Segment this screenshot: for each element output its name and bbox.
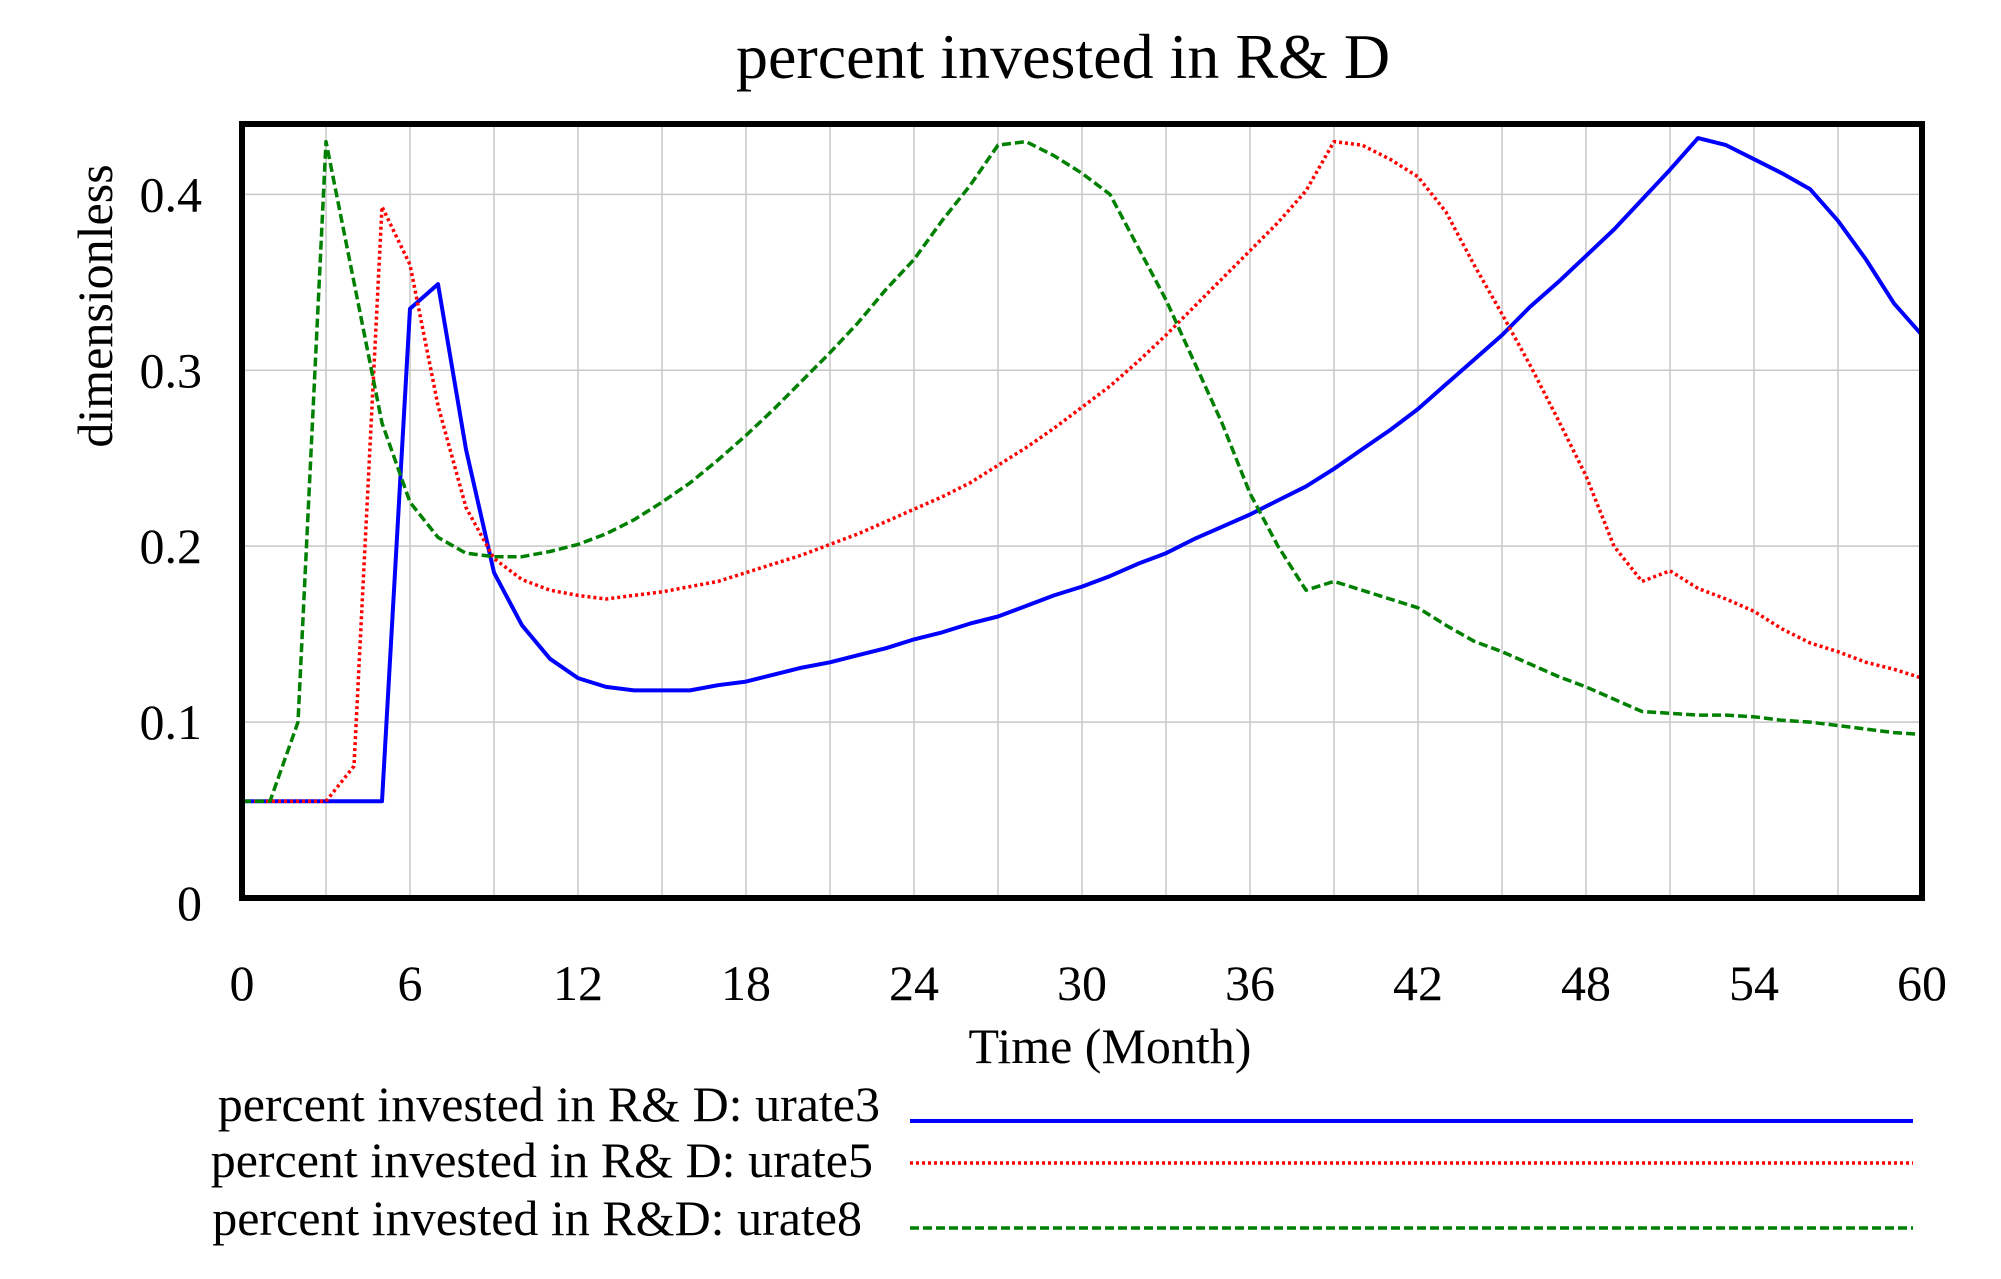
series-line-3 — [242, 139, 1923, 804]
grid — [242, 124, 1922, 898]
legend: percent invested in R& D: urate3percent … — [211, 1076, 1913, 1246]
y-tick-label: 0.2 — [140, 518, 203, 574]
x-axis-ticks: 0 6 12 18 24 30 36 42 48 54 60 — [230, 955, 1948, 1011]
x-tick-label: 18 — [721, 955, 771, 1011]
plot-area — [242, 136, 1924, 804]
x-tick-label: 24 — [889, 955, 939, 1011]
plot-frame — [239, 121, 1925, 901]
x-tick-label: 48 — [1561, 955, 1611, 1011]
x-tick-label: 30 — [1057, 955, 1107, 1011]
y-tick-label: 0 — [177, 875, 202, 931]
y-tick-label: 0.3 — [140, 342, 203, 398]
y-axis-label: dimensionless — [67, 164, 123, 447]
y-axis-ticks: 0 0.1 0.2 0.3 0.4 — [140, 166, 203, 931]
x-tick-label: 60 — [1897, 955, 1947, 1011]
y-tick-label: 0.4 — [140, 166, 203, 222]
y-tick-label: 0.1 — [140, 694, 203, 750]
x-tick-label: 42 — [1393, 955, 1443, 1011]
legend-label-3: percent invested in R&D: urate8 — [212, 1190, 862, 1246]
x-tick-label: 54 — [1729, 955, 1779, 1011]
x-tick-label: 36 — [1225, 955, 1275, 1011]
legend-label-2: percent invested in R& D: urate5 — [211, 1132, 873, 1188]
x-tick-label: 6 — [398, 955, 423, 1011]
x-tick-label: 12 — [553, 955, 603, 1011]
x-tick-label: 0 — [230, 955, 255, 1011]
x-axis-label: Time (Month) — [969, 1018, 1252, 1074]
legend-label-1: percent invested in R& D: urate3 — [218, 1076, 880, 1132]
chart-title: percent invested in R& D — [736, 21, 1390, 92]
series-line-1 — [242, 136, 1924, 804]
